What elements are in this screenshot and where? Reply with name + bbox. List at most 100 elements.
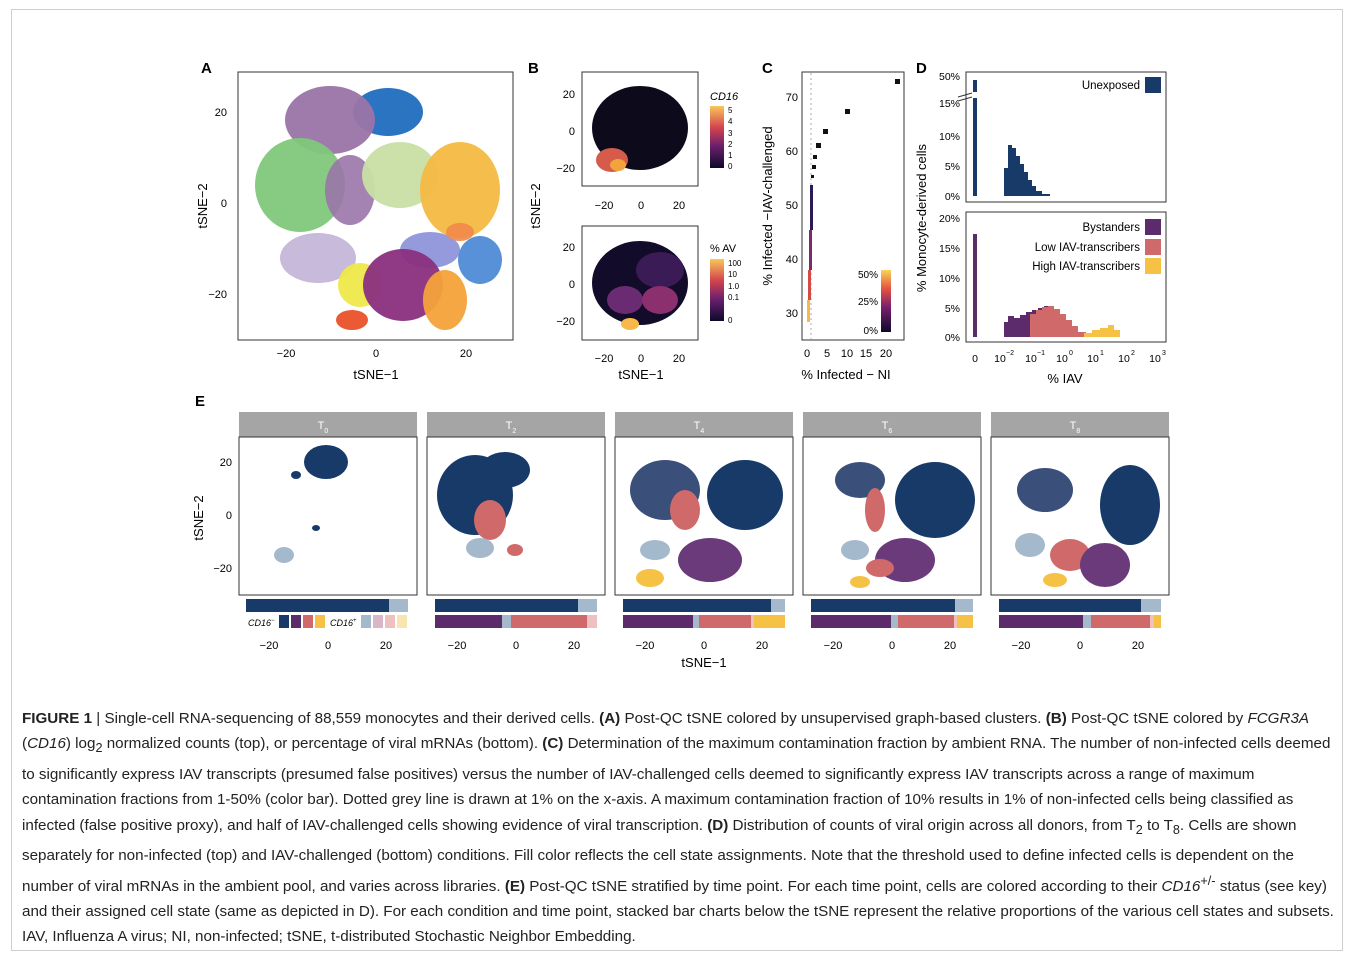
caption-text: Post-QC tSNE stratified by time point. F…	[525, 877, 1162, 895]
caption-sup: +/-	[1200, 873, 1216, 888]
panel-d-bottom-ytick: 15%	[939, 243, 960, 255]
panel-c-xtick: 15	[860, 348, 872, 360]
stacked-bar-segment	[246, 599, 389, 612]
panel-d-top-ytick: 10%	[939, 131, 960, 143]
caption-text: normalized counts (top), or percentage o…	[102, 735, 543, 753]
panel-d-bottom-legend-swatch	[1145, 239, 1161, 255]
panel-a-ytick: −20	[208, 289, 227, 301]
facet-xtick: 20	[568, 640, 580, 652]
panel-d-axis-break	[957, 96, 973, 102]
panel-b-bottom-colorbar	[710, 259, 724, 321]
panel-b-xtick: 0	[638, 200, 644, 212]
panel-b-top-legend-tick: 2	[728, 140, 733, 149]
panel-c-xtick: 20	[880, 348, 892, 360]
panel-d-xtick-exp: 3	[1162, 350, 1166, 357]
panel-d-bottom-bars	[973, 234, 1120, 337]
panel-d-bottom-legend-label: Low IAV-transcribers	[1035, 242, 1140, 254]
panel-d-ylabel: % Monocyte-derived cells	[914, 143, 929, 292]
panel-d-xlabel: % IAV	[1047, 371, 1082, 386]
panel-c-xtick: 0	[804, 348, 810, 360]
panel-a-xtick: −20	[277, 348, 296, 360]
facet-axes	[802, 436, 982, 596]
panel-b-bottom-legend-tick: 100	[728, 259, 742, 268]
panel-c-points	[807, 79, 900, 322]
panel-e-ytick: 0	[226, 510, 232, 522]
panel-b-xtick: 0	[638, 353, 644, 365]
panel-b-bottom-legend-tick: 10	[728, 270, 737, 279]
panel-a-clusters	[255, 86, 502, 330]
facet-xtick: 0	[701, 640, 707, 652]
caption-text: Distribution of counts of viral origin a…	[728, 816, 1136, 834]
panel-b-bottom-legend-tick: 0.1	[728, 293, 740, 302]
panel-b-ytick: 0	[569, 126, 575, 138]
facet-xtick: −20	[636, 640, 655, 652]
panel-c-ytick: 60	[786, 146, 798, 158]
caption-text: Post-QC tSNE colored by	[1066, 710, 1248, 727]
panel-d-top-legend-swatch	[1145, 77, 1161, 93]
panel-d-bottom-legend-swatch	[1145, 219, 1161, 235]
panel-b-top-legend-tick: 1	[728, 151, 733, 160]
panel-b-top-legend-tick: 5	[728, 106, 733, 115]
facet-axes	[990, 436, 1170, 596]
caption-ref: (E)	[504, 877, 526, 895]
facet-strip-label: T8	[1070, 420, 1081, 435]
figure-caption: FIGURE 1 | Single-cell RNA-sequencing of…	[22, 706, 1334, 950]
panel-b-xtick: −20	[595, 200, 614, 212]
panel-c-ytick: 50	[786, 200, 798, 212]
panel-b-xtick: 20	[673, 353, 685, 365]
panel-d-xtick: 10	[994, 353, 1006, 365]
caption-text: |	[92, 710, 105, 727]
facet-xtick: −20	[260, 640, 279, 652]
panel-a-xtick: 20	[460, 348, 472, 360]
panel-c-legend-tick: 50%	[858, 270, 878, 281]
panel-d: D 50% 15% 10% 5% 0% 20% 15% 10% 5% 0% 0 …	[914, 60, 1167, 386]
facet-strip-label: T4	[694, 420, 705, 435]
panel-d-top-ytick: 5%	[945, 161, 960, 173]
caption-text: Determination of the maximum contaminati…	[22, 735, 1331, 834]
panel-d-bottom-ytick: 10%	[939, 273, 960, 285]
caption-ref: (A)	[599, 710, 621, 727]
panel-d-bottom-legend-swatch	[1145, 258, 1161, 274]
panel-d-axis-break	[957, 92, 973, 98]
panel-d-top-ytick: 0%	[945, 191, 960, 203]
facet-xtick: 0	[889, 640, 895, 652]
caption-sub: 2	[1135, 822, 1143, 837]
key-cd16-minus: CD16−	[248, 618, 275, 628]
caption-ref: (B)	[1045, 710, 1067, 727]
facet-xtick: 0	[325, 640, 331, 652]
caption-sub: 8	[1172, 822, 1180, 837]
panel-b-bottom-axes	[581, 225, 699, 341]
panel-d-xtick: 10	[1149, 353, 1161, 365]
panel-b-ytick: −20	[556, 316, 575, 328]
panel-a-ylabel: tSNE−2	[195, 183, 210, 228]
panel-d-xtick: 10	[1118, 353, 1130, 365]
panel-d-bottom-legend-label: High IAV-transcribers	[1032, 261, 1140, 273]
panel-c-ytick: 70	[786, 92, 798, 104]
facet-axes	[426, 436, 606, 596]
panel-d-xtick: 10	[1025, 353, 1037, 365]
caption-sub: 2	[95, 741, 103, 756]
panel-d-bottom-ytick: 0%	[945, 332, 960, 344]
panel-d-letter: D	[916, 60, 927, 77]
panel-b-top-cells	[592, 86, 688, 172]
caption-gene: CD16	[27, 735, 66, 753]
facet-strip	[239, 412, 417, 437]
panel-b-top-legend-title: CD16	[710, 91, 739, 103]
facet-xtick: 20	[944, 640, 956, 652]
facet-t2: T2 −20 0 20	[426, 412, 606, 652]
facet-xtick: −20	[448, 640, 467, 652]
panel-d-bottom-legend-label: Bystanders	[1082, 222, 1140, 234]
panel-d-xtick: 10	[1056, 353, 1068, 365]
facet-axes	[614, 436, 794, 596]
panel-d-xtick-exp: 2	[1131, 350, 1135, 357]
panel-d-xticks: 0 10 −2 10 −1 10 0 10 1 10 2 10 3	[972, 350, 1166, 365]
facet-strip	[427, 412, 605, 437]
facet-strip-label: T2	[506, 420, 517, 435]
panel-b-bottom-legend-tick: 1.0	[728, 282, 740, 291]
facet-xtick: 0	[513, 640, 519, 652]
panel-b-bottom-legend-tick: 0	[728, 316, 733, 325]
caption-ref: (C)	[542, 735, 564, 753]
panel-b-xtick: 20	[673, 200, 685, 212]
panel-c-xlabel: % Infected − NI	[801, 367, 890, 382]
panel-d-top-legend-label: Unexposed	[1082, 80, 1140, 92]
